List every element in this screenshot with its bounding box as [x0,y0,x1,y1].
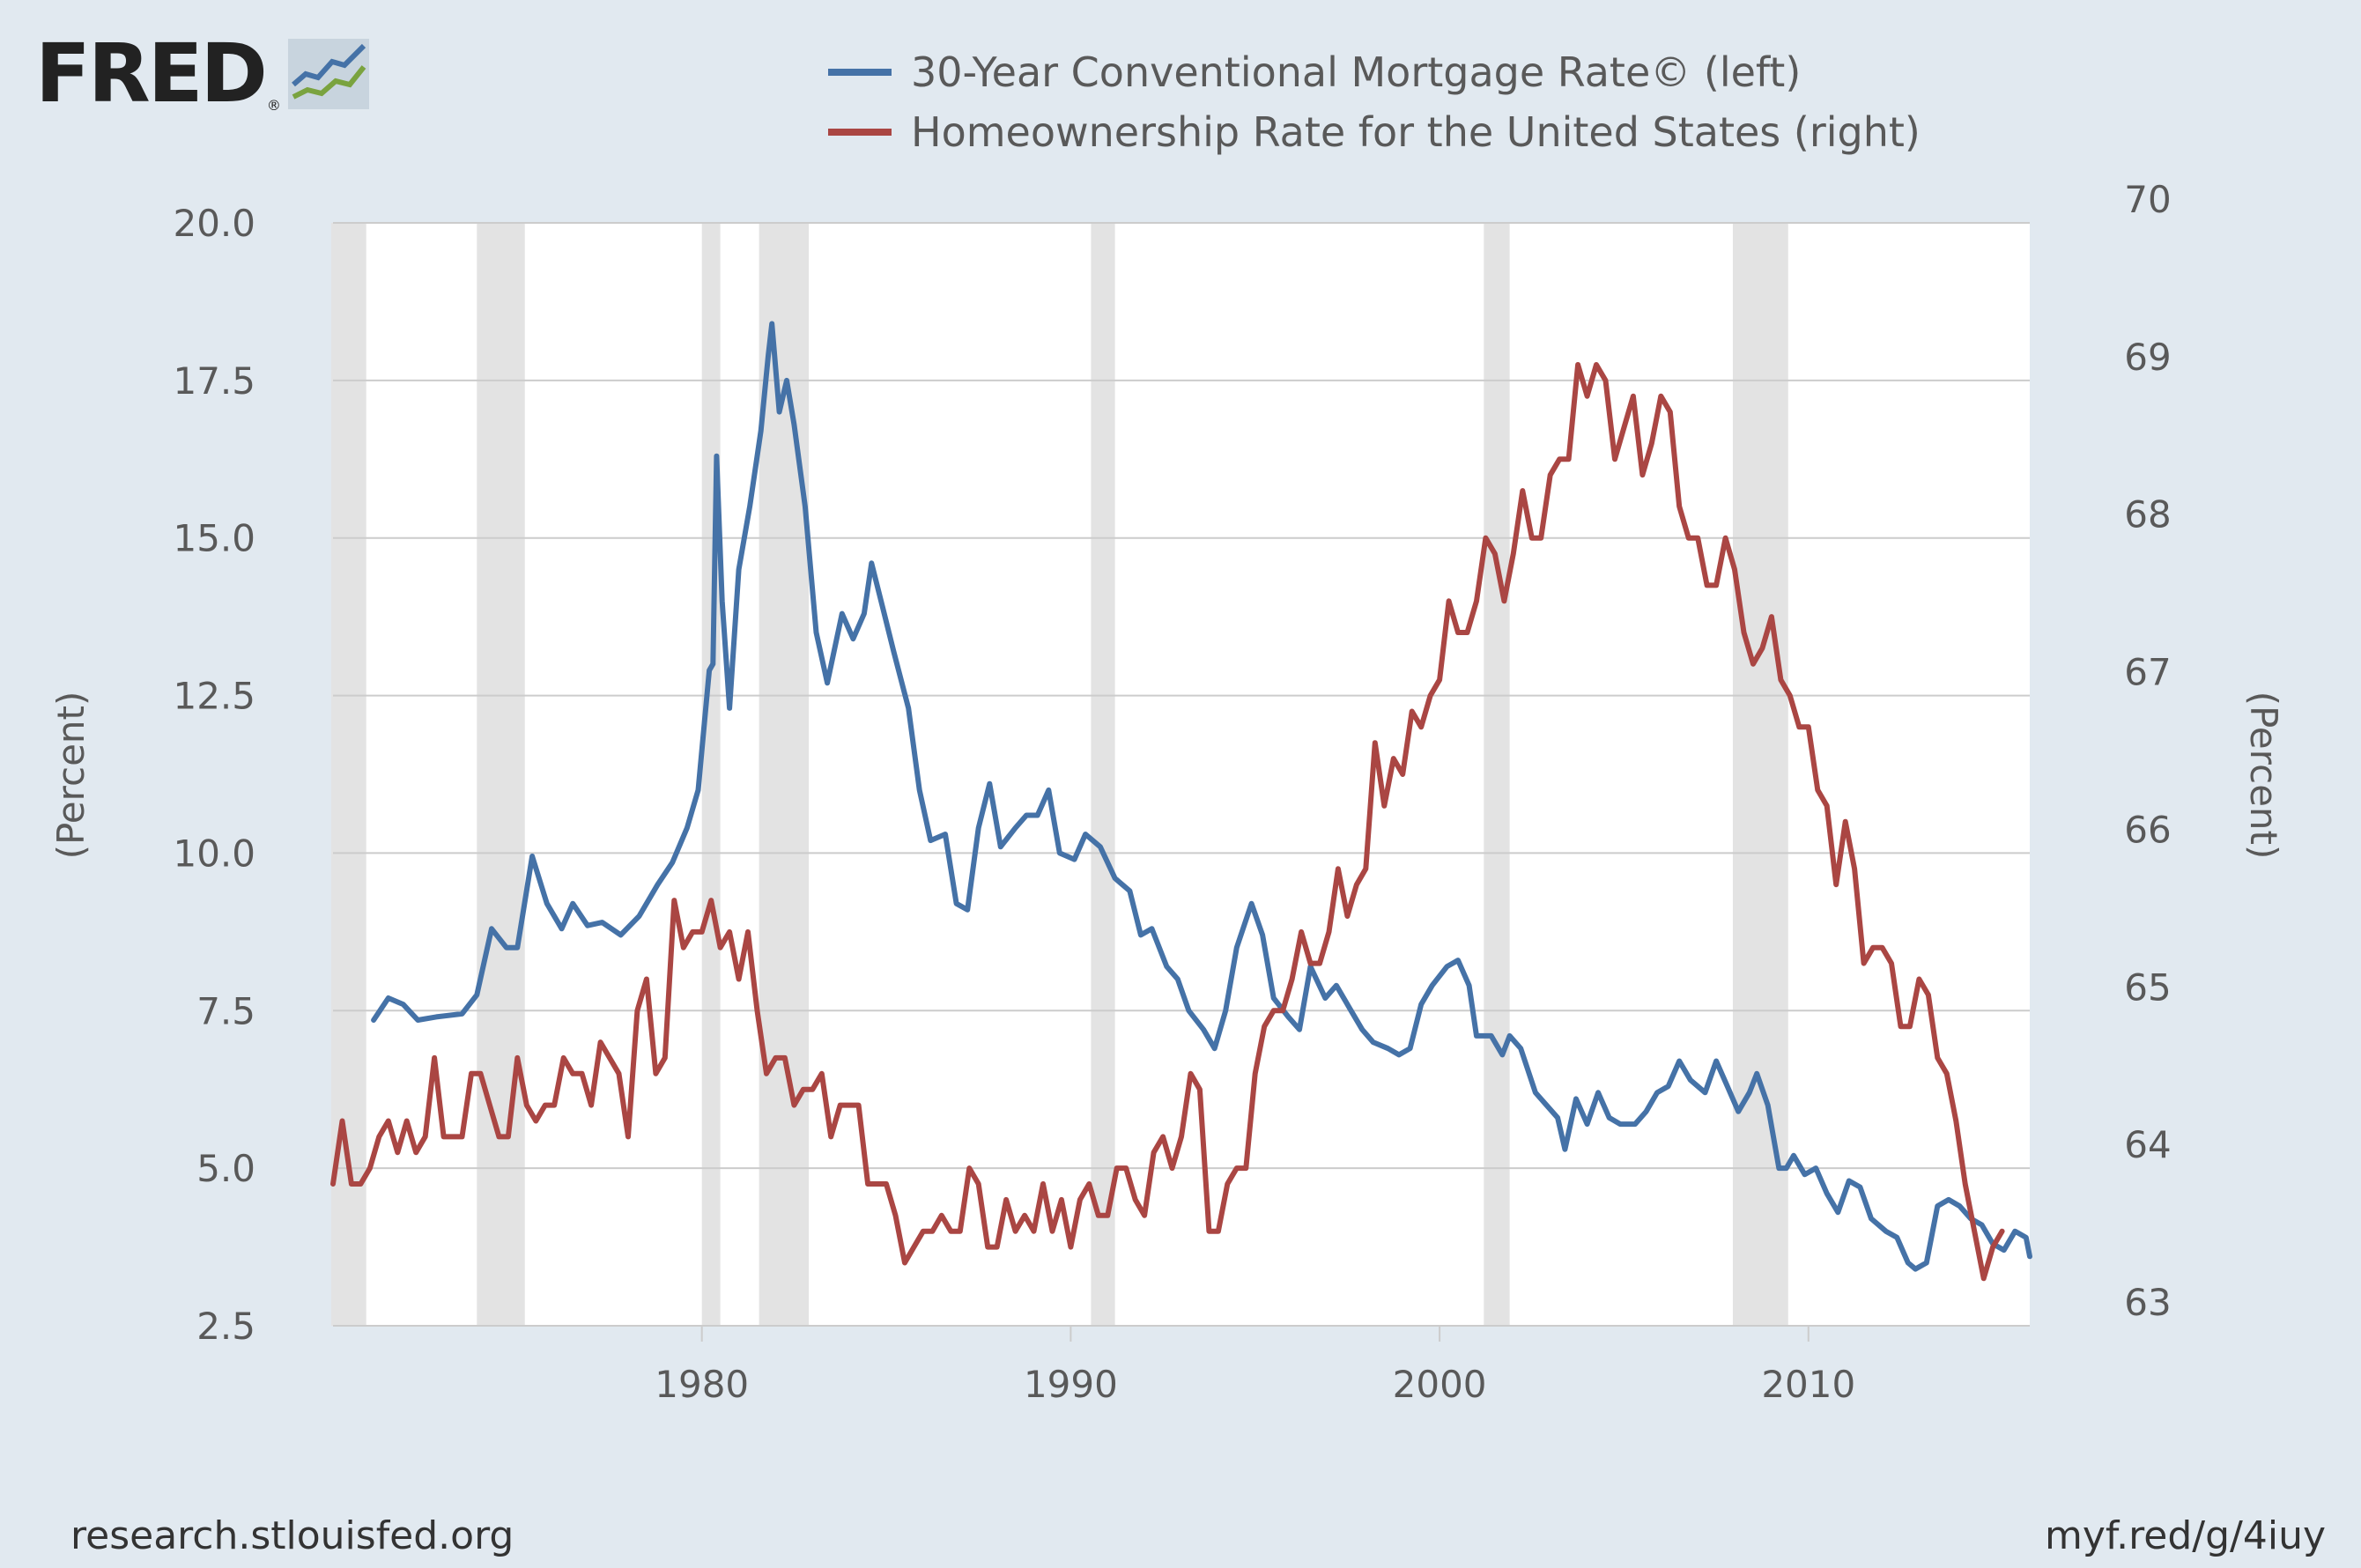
legend-swatch-homeownership [828,129,892,136]
legend-label-homeownership: Homeownership Rate for the United States… [911,108,1921,156]
right-tick-label: 69 [2124,336,2171,379]
fred-logo-text: FRED [35,26,268,121]
right-tick-label: 63 [2124,1281,2171,1324]
right-tick-label: 64 [2124,1123,2171,1166]
footer-source-link[interactable]: research.stlouisfed.org [70,1513,514,1558]
right-axis-ticks: 70 69 68 67 66 65 64 63 [2124,178,2171,1324]
series-line-homeownership-rate [330,362,2005,1282]
left-tick-label: 10.0 [173,832,255,875]
left-tick-label: 2.5 [196,1305,255,1348]
left-tick-label: 15.0 [173,517,255,560]
legend-item-mortgage[interactable]: 30-Year Conventional Mortgage Rate© (lef… [828,48,1801,96]
fred-logo-graph-icon [287,39,369,113]
left-axis-title: (Percent) [49,692,93,860]
recession-band-4 [759,223,810,1326]
legend-swatch-mortgage [828,69,892,76]
series-line-mortgage-rate [371,321,2032,1272]
left-tick-label: 7.5 [196,989,255,1032]
right-tick-label: 68 [2124,493,2171,536]
right-tick-label: 70 [2124,178,2171,221]
footer-short-link[interactable]: myf.red/g/4iuy [2044,1513,2326,1558]
x-tick-label: 2000 [1393,1363,1487,1406]
right-tick-label: 65 [2124,965,2171,1009]
recession-band-5 [1091,223,1115,1326]
data-series [330,321,2032,1282]
x-tick-label: 1990 [1024,1363,1118,1406]
recession-band-7 [1732,223,1788,1326]
legend-item-homeownership[interactable]: Homeownership Rate for the United States… [828,108,1921,156]
right-tick-label: 66 [2124,808,2171,851]
left-tick-label: 20.0 [173,202,255,245]
recession-band-6 [1484,223,1510,1326]
x-tick-label: 1980 [655,1363,749,1406]
left-tick-label: 17.5 [173,359,255,403]
left-tick-label: 5.0 [196,1147,255,1190]
right-axis-title: (Percent) [2242,692,2285,860]
x-axis-ticks: 1980 1990 2000 2010 [655,1326,1855,1406]
recession-band-2 [477,223,525,1326]
right-tick-label: 67 [2124,651,2171,694]
legend-label-mortgage: 30-Year Conventional Mortgage Rate© (lef… [911,48,1802,96]
registered-mark: ® [266,97,281,114]
fred-logo[interactable]: FRED ® [35,33,369,115]
recession-band-3 [701,223,721,1326]
x-tick-label: 2010 [1761,1363,1855,1406]
left-tick-label: 12.5 [173,675,255,718]
left-axis-ticks: 20.0 17.5 15.0 12.5 10.0 7.5 5.0 2.5 [173,202,255,1348]
